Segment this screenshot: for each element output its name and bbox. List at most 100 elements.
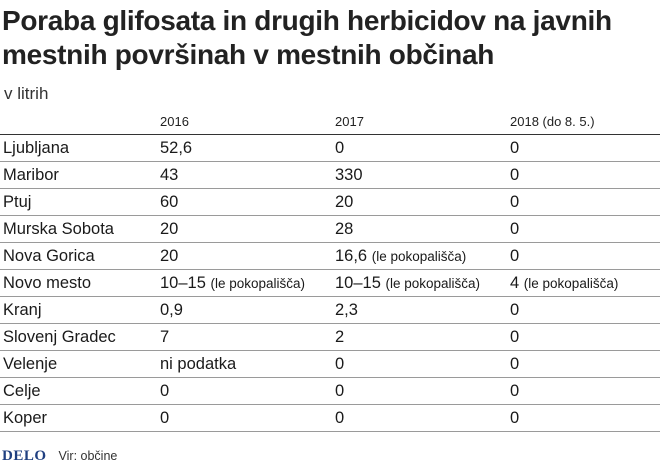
table-cell: 20	[335, 188, 510, 216]
cell-value: 0	[510, 408, 520, 427]
data-table: 2016 2017 2018 (do 8. 5.) Ljubljana 52,6 0…	[0, 108, 660, 432]
header-row: 2016 2017 2018 (do 8. 5.)	[0, 108, 660, 135]
cell-value: 0	[510, 300, 520, 319]
source-note: Vir: občine	[58, 449, 118, 463]
chart-title: Poraba glifosata in drugih herbicidov na…	[2, 5, 612, 70]
table-cell: 0	[160, 377, 335, 405]
table-cell: 0	[335, 350, 510, 378]
table-cell: 60	[160, 188, 335, 216]
cell-value: 0	[335, 138, 345, 157]
table-row: Nova Gorica 20 16,6 (le pokopališča) 0	[0, 242, 660, 270]
cell-value: 20	[160, 219, 179, 238]
table-cell: 0	[510, 323, 660, 351]
cell-value: 0	[510, 354, 520, 373]
table-cell: 10–15 (le pokopališča)	[335, 269, 510, 297]
cell-value: 0	[510, 165, 520, 184]
table-cell: 4 (le pokopališča)	[510, 269, 660, 297]
table-cell: 0	[335, 377, 510, 405]
cell-value: 0	[510, 246, 520, 265]
table-cell: 0	[160, 404, 335, 432]
table-cell: 52,6	[160, 134, 335, 162]
delo-logo: DELO	[2, 447, 47, 464]
cell-value: 4	[510, 273, 520, 292]
municipality-name: Ptuj	[0, 188, 160, 216]
column-header: 2017	[335, 108, 510, 135]
municipality-name: Koper	[0, 404, 160, 432]
table-cell: 7	[160, 323, 335, 351]
cell-value: ni podatka	[160, 354, 237, 373]
cell-value: 60	[160, 192, 179, 211]
table-row: Kranj 0,9 2,3 0	[0, 296, 660, 324]
cell-value: 43	[160, 165, 179, 184]
cell-value: 2	[335, 327, 345, 346]
cell-value: 2,3	[335, 300, 358, 319]
cell-value: 0	[335, 408, 345, 427]
cell-value: 7	[160, 327, 170, 346]
cell-value: 0	[510, 192, 520, 211]
table-cell: 20	[160, 242, 335, 270]
municipality-name: Velenje	[0, 350, 160, 378]
table-cell: 0	[510, 377, 660, 405]
cell-note: (le pokopališča)	[210, 275, 306, 291]
table-cell: 16,6 (le pokopališča)	[335, 242, 510, 270]
table-cell: 2,3	[335, 296, 510, 324]
table-row: Ptuj 60 20 0	[0, 188, 660, 216]
cell-value: 0	[335, 381, 345, 400]
municipality-name: Nova Gorica	[0, 242, 160, 270]
cell-value: 52,6	[160, 138, 193, 157]
table-cell: 0	[335, 404, 510, 432]
cell-value: 0	[160, 408, 170, 427]
column-header: 2016	[160, 108, 335, 135]
table-cell: 43	[160, 161, 335, 189]
table-row: Koper 0 0 0	[0, 404, 660, 432]
cell-value: 0,9	[160, 300, 183, 319]
municipality-name: Novo mesto	[0, 269, 160, 297]
table-cell: 0	[510, 296, 660, 324]
cell-value: 20	[335, 192, 354, 211]
municipality-name: Kranj	[0, 296, 160, 324]
table-cell: 0	[510, 242, 660, 270]
municipality-name: Celje	[0, 377, 160, 405]
table-cell: 0	[510, 350, 660, 378]
cell-value: 20	[160, 246, 179, 265]
column-header	[0, 108, 160, 135]
table-row: Celje 0 0 0	[0, 377, 660, 405]
table-cell: 0	[510, 215, 660, 243]
table-cell: ni podatka	[160, 350, 335, 378]
table-body: Ljubljana 52,6 0 0 Maribor 43 330 0 Ptuj 60 20 0 Mur…	[0, 134, 660, 432]
table-cell: 2	[335, 323, 510, 351]
cell-value: 0	[510, 219, 520, 238]
cell-note: (le pokopališča)	[371, 248, 467, 264]
table-cell: 0	[510, 134, 660, 162]
cell-note: (le pokopališča)	[385, 275, 481, 291]
municipality-name: Murska Sobota	[0, 215, 160, 243]
table-row: Slovenj Gradec 7 2 0	[0, 323, 660, 351]
table-cell: 330	[335, 161, 510, 189]
table-row: Ljubljana 52,6 0 0	[0, 134, 660, 162]
cell-value: 0	[160, 381, 170, 400]
cell-value: 16,6	[335, 246, 368, 265]
cell-value: 0	[510, 381, 520, 400]
footer: DELO Vir: občine	[0, 444, 660, 468]
table-row: Novo mesto 10–15 (le pokopališča) 10–15 (l…	[0, 269, 660, 297]
cell-value: 0	[335, 354, 345, 373]
cell-value: 0	[510, 327, 520, 346]
table-row: Murska Sobota 20 28 0	[0, 215, 660, 243]
table-cell: 28	[335, 215, 510, 243]
cell-value: 0	[510, 138, 520, 157]
cell-value: 330	[335, 165, 363, 184]
municipality-name: Ljubljana	[0, 134, 160, 162]
municipality-name: Slovenj Gradec	[0, 323, 160, 351]
table-cell: 10–15 (le pokopališča)	[160, 269, 335, 297]
table-cell: 0	[510, 161, 660, 189]
cell-note: (le pokopališča)	[523, 275, 619, 291]
cell-value: 10–15	[335, 273, 381, 292]
table-cell: 20	[160, 215, 335, 243]
table-cell: 0	[510, 404, 660, 432]
table-row: Velenje ni podatka 0 0	[0, 350, 660, 378]
cell-value: 10–15	[160, 273, 206, 292]
table-cell: 0	[510, 188, 660, 216]
column-header: 2018 (do 8. 5.)	[510, 108, 660, 135]
chart-subtitle: v litrih	[4, 84, 49, 103]
table-cell: 0	[335, 134, 510, 162]
